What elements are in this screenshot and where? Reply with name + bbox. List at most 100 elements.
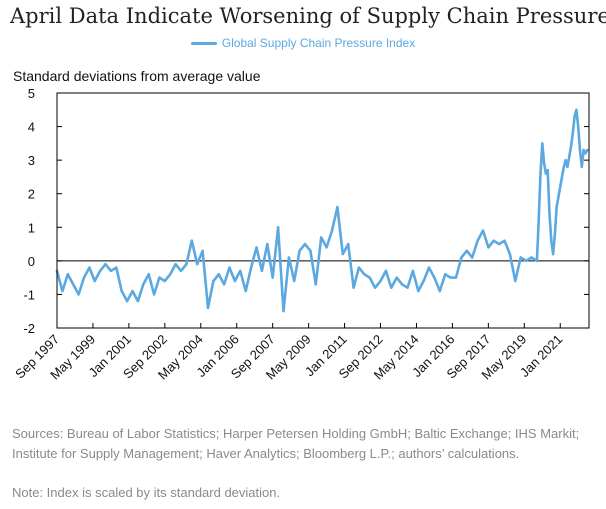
data-point	[352, 286, 355, 289]
data-point	[519, 256, 522, 259]
data-point	[298, 249, 301, 252]
data-point	[179, 269, 183, 273]
data-point	[136, 299, 140, 303]
data-point	[330, 229, 334, 232]
y-tick-label: 1	[28, 220, 35, 235]
data-point	[325, 246, 328, 249]
data-point	[341, 252, 344, 256]
data-point	[555, 205, 558, 209]
data-point	[553, 232, 557, 236]
y-tick-label: -1	[23, 287, 35, 302]
data-point	[98, 269, 102, 273]
data-point	[201, 249, 204, 252]
data-point	[206, 306, 210, 310]
data-point	[363, 273, 366, 276]
data-point	[82, 276, 86, 279]
data-point	[196, 263, 199, 266]
y-ticks: 5 4 3 2 1 0 -1 -2	[23, 86, 589, 336]
y-tick-label: 5	[28, 86, 35, 101]
data-point	[174, 263, 177, 266]
data-point	[571, 132, 574, 135]
data-point	[217, 273, 220, 276]
legend: Global Supply Chain Pressure Index	[0, 35, 606, 51]
data-point	[260, 269, 264, 273]
data-point	[373, 286, 377, 289]
data-point	[497, 242, 501, 246]
data-point	[185, 263, 188, 266]
data-point	[417, 289, 420, 293]
data-point	[357, 266, 361, 269]
data-point	[444, 273, 447, 276]
data-point	[266, 242, 269, 246]
sources-note: Sources: Bureau of Labor Statistics; Har…	[12, 426, 580, 461]
data-point	[239, 269, 242, 273]
data-point	[190, 239, 193, 242]
data-point	[152, 293, 156, 296]
y-tick-label: 4	[28, 120, 35, 135]
data-point	[93, 279, 96, 283]
data-points	[55, 108, 589, 313]
data-point	[542, 162, 546, 165]
legend-label: Global Supply Chain Pressure Index	[221, 36, 416, 50]
data-point	[169, 273, 172, 276]
y-tick-label: 3	[28, 153, 35, 168]
data-point	[584, 152, 587, 155]
data-point	[400, 283, 404, 286]
data-point	[131, 289, 134, 293]
data-point	[66, 273, 70, 276]
data-point	[465, 249, 468, 252]
data-point	[573, 115, 576, 118]
data-point	[384, 269, 388, 273]
data-point	[61, 289, 64, 293]
data-point	[575, 108, 578, 112]
data-point	[72, 283, 75, 286]
data-point	[309, 249, 312, 252]
series-line	[55, 108, 589, 313]
data-point	[560, 175, 564, 179]
data-point	[577, 125, 580, 128]
data-point	[271, 276, 274, 279]
data-point	[535, 259, 539, 263]
data-point	[255, 246, 258, 249]
data-point	[293, 279, 296, 283]
data-point	[580, 165, 583, 169]
data-point	[427, 266, 431, 269]
data-point	[395, 276, 398, 279]
chart-title: April Data Indicate Worsening of Supply …	[10, 4, 606, 28]
data-point	[228, 266, 231, 269]
y-axis-label: Standard deviations from average value	[13, 68, 261, 84]
data-point	[514, 279, 517, 283]
y-tick-label: 2	[28, 187, 35, 202]
data-point	[551, 252, 555, 256]
data-point	[530, 256, 533, 259]
data-point	[163, 279, 166, 283]
data-point	[303, 242, 307, 246]
data-point	[562, 165, 565, 169]
scaling-note: Note: Index is scaled by its standard de…	[12, 485, 281, 500]
data-point	[541, 142, 544, 145]
legend-line-swatch	[190, 41, 217, 45]
data-point	[276, 226, 280, 229]
data-point	[578, 148, 582, 152]
data-point	[582, 148, 585, 152]
data-point	[537, 219, 540, 222]
data-point	[233, 279, 237, 283]
data-point	[566, 165, 569, 169]
data-point	[492, 239, 495, 242]
data-point	[379, 279, 382, 283]
data-point	[438, 289, 441, 293]
data-point	[158, 276, 161, 279]
data-point	[460, 256, 463, 259]
data-point	[147, 273, 150, 276]
data-point	[336, 205, 339, 209]
data-point	[115, 266, 118, 269]
y-tick-label: -2	[23, 321, 35, 336]
data-point	[433, 276, 436, 279]
data-point	[487, 246, 490, 249]
data-point	[120, 289, 123, 293]
data-point	[314, 283, 317, 286]
data-point	[368, 276, 371, 279]
data-point	[539, 172, 542, 175]
